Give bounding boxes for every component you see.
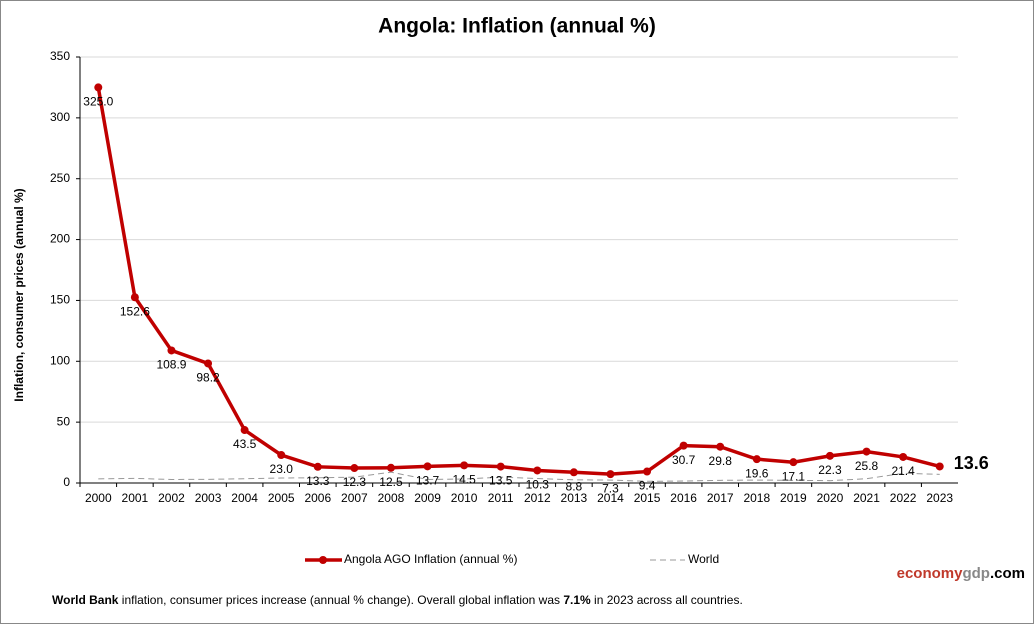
value-label: 43.5 [233,437,257,451]
value-label: 17.1 [782,469,806,483]
legend-label: World [688,552,719,566]
x-tick-label: 2005 [268,491,295,505]
value-label: 12.3 [343,475,367,489]
x-tick-label: 2014 [597,491,624,505]
value-label: 23.0 [270,462,294,476]
footnote: World Bank inflation, consumer prices in… [52,593,743,607]
x-tick-label: 2022 [890,491,917,505]
x-tick-label: 2007 [341,491,368,505]
x-tick-label: 2006 [304,491,331,505]
marker [533,466,542,475]
footnote-text: inflation, consumer prices increase (ann… [118,593,563,607]
x-tick-label: 2011 [488,491,514,505]
x-tick-label: 2008 [378,491,405,505]
marker [350,464,359,473]
marker [825,451,834,460]
x-tick-label: 2002 [158,491,185,505]
legend-label: Angola AGO Inflation (annual %) [344,552,517,566]
value-label: 10.3 [526,478,550,492]
x-tick-label: 2004 [231,491,258,505]
footnote-text: in 2023 across all countries. [591,593,743,607]
y-tick-label: 200 [50,232,70,246]
marker [130,293,139,302]
marker [752,455,761,464]
value-label: 29.8 [709,454,733,468]
value-label: 9.4 [639,479,656,493]
legend-marker [319,556,327,564]
value-label: 21.4 [891,464,915,478]
x-tick-label: 2012 [524,491,551,505]
marker [94,83,103,92]
last-value-label: 13.6 [954,453,989,473]
value-label: 108.9 [156,358,186,372]
marker [386,463,395,472]
x-tick-label: 2015 [634,491,661,505]
value-label: 22.3 [818,463,842,477]
brand-part: economy [897,565,964,582]
y-tick-label: 0 [63,475,70,489]
value-label: 19.6 [745,466,769,480]
value-label: 8.8 [566,479,583,493]
y-tick-label: 50 [57,414,71,428]
x-tick-label: 2016 [670,491,697,505]
x-tick-label: 2009 [414,491,441,505]
marker [167,346,176,355]
y-tick-label: 350 [50,49,70,63]
x-tick-label: 2010 [451,491,478,505]
value-label: 25.8 [855,459,879,473]
marker [899,452,908,461]
marker [569,468,578,477]
footnote-source: World Bank [52,593,119,607]
x-tick-label: 2018 [743,491,770,505]
x-tick-label: 2021 [853,491,880,505]
marker [789,458,798,467]
value-label: 7.3 [602,481,619,495]
value-label: 13.7 [416,473,440,487]
marker [862,447,871,456]
y-tick-label: 300 [50,110,70,124]
marker [643,467,652,476]
value-label: 30.7 [672,453,696,467]
series-line [96,87,941,476]
world-line [98,471,940,482]
marker [716,442,725,451]
x-tick-label: 2023 [926,491,953,505]
marker [935,462,944,471]
value-label: 12.5 [379,475,403,489]
marker [606,470,615,479]
y-tick-label: 250 [50,171,70,185]
value-label: 152.6 [120,304,150,318]
value-label: 14.5 [452,473,476,487]
x-tick-label: 2001 [122,491,149,505]
marker [496,462,505,471]
footnote-highlight: 7.1% [563,593,591,607]
x-tick-label: 2017 [707,491,734,505]
marker [423,462,432,471]
y-axis-label: Inflation, consumer prices (annual %) [12,188,26,401]
x-tick-label: 2020 [817,491,844,505]
value-label: 13.5 [489,474,513,488]
x-tick-label: 2003 [195,491,222,505]
y-tick-label: 150 [50,293,70,307]
marker [679,441,688,450]
brand-part: .com [990,565,1025,582]
value-label: 325.0 [83,95,113,109]
brand: economygdp.com [897,565,1025,582]
x-tick-label: 2019 [780,491,807,505]
marker [240,426,249,435]
chart-title: Angola: Inflation (annual %) [378,15,656,38]
y-tick-label: 100 [50,353,70,367]
marker [204,359,213,368]
x-tick-label: 2000 [85,491,112,505]
marker [277,451,286,460]
x-tick-label: 2013 [561,491,588,505]
brand-part: gdp [962,565,990,582]
value-label: 98.2 [196,371,220,385]
marker [313,462,322,471]
value-label: 13.3 [306,474,330,488]
marker [460,461,469,470]
